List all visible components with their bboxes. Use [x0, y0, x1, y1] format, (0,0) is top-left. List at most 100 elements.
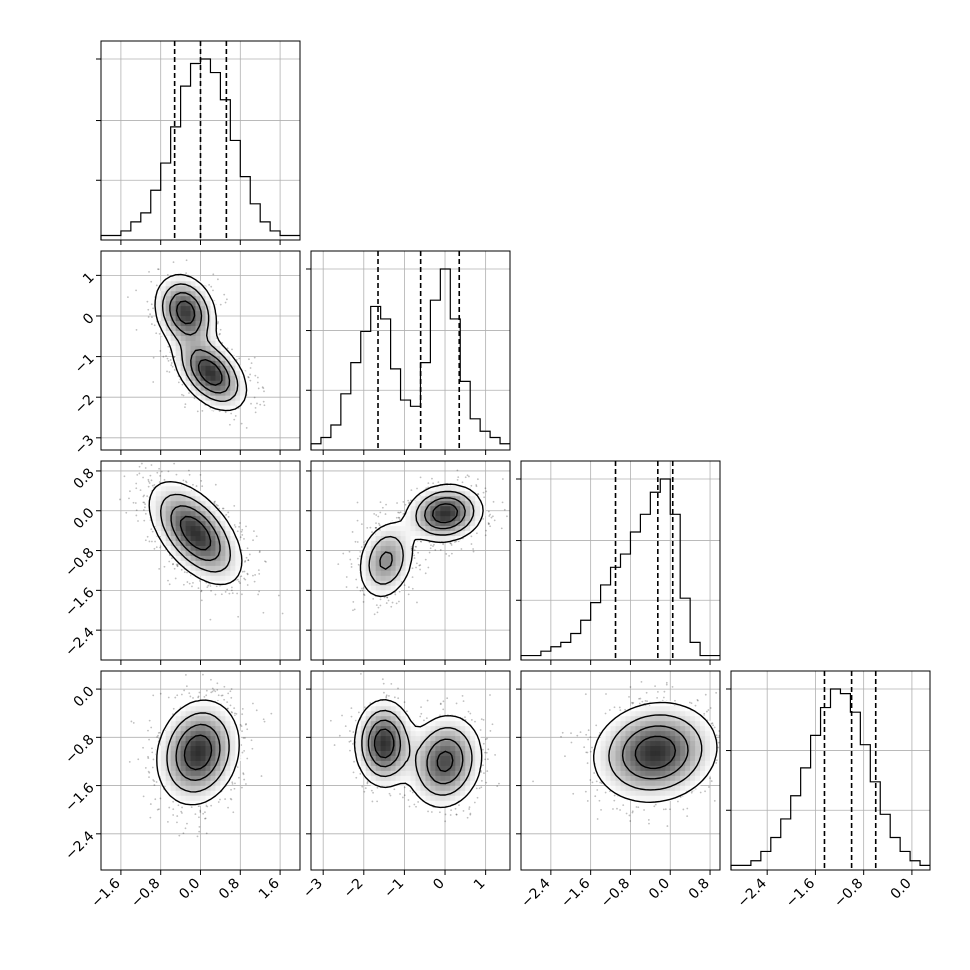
density-cell [225, 350, 231, 356]
scatter-point [243, 537, 245, 540]
density-cell [165, 510, 172, 517]
density-cell [200, 555, 206, 561]
density-cell [200, 510, 206, 517]
density-cell [190, 360, 196, 366]
density-cell [240, 395, 246, 401]
density-cell [205, 535, 211, 541]
density-cell [195, 290, 201, 297]
density-cell [170, 505, 177, 512]
scatter-point [240, 530, 243, 533]
density-cell [165, 515, 172, 522]
scatter-point [176, 563, 179, 566]
scatter-point [363, 594, 366, 597]
scatter-point [239, 522, 241, 524]
contour-line [154, 273, 248, 412]
scatter-point [359, 555, 362, 558]
density-cell [175, 530, 181, 537]
scatter-point [184, 406, 186, 409]
scatter-point [143, 506, 146, 509]
scatter-point [247, 559, 250, 562]
density-cell [160, 490, 167, 497]
density-cell [190, 530, 196, 537]
scatter-point [217, 321, 219, 323]
density-cell [230, 570, 236, 576]
scatter-point [359, 589, 362, 592]
density-cell [230, 360, 236, 366]
scatter-point [256, 376, 259, 379]
density-cell [175, 310, 181, 317]
density-cell [235, 365, 241, 371]
scatter-point [236, 592, 239, 595]
density-cell [240, 375, 246, 381]
density-cell [390, 575, 396, 581]
scatter-point [201, 485, 204, 488]
density-cell [190, 280, 196, 287]
density-cell [230, 380, 236, 386]
density-cell [155, 315, 162, 322]
density-cell [365, 570, 372, 576]
scatter-point [398, 511, 401, 514]
density-cell [190, 545, 196, 551]
density-cell [220, 565, 226, 571]
density-cell [380, 580, 387, 586]
density-cell [200, 550, 206, 556]
scatter-point [374, 527, 377, 529]
density-cell [195, 525, 201, 532]
scatter-point [192, 483, 194, 486]
scatter-point [371, 531, 373, 533]
density-cell [200, 300, 206, 307]
scatter-point [165, 355, 167, 357]
density-cell [390, 540, 396, 546]
density-cell [230, 405, 236, 411]
scatter-point [241, 534, 244, 536]
density-cell [385, 535, 391, 541]
scatter-point [456, 469, 459, 472]
scatter-point [219, 303, 222, 306]
density-cell [360, 570, 367, 576]
scatter-point [264, 560, 266, 563]
scatter-point [403, 584, 406, 587]
density-cell [165, 505, 172, 512]
scatter-point [195, 485, 198, 487]
density-cell [180, 485, 186, 492]
density-cell [230, 545, 236, 551]
density-cell [370, 570, 377, 576]
scatter-point [147, 478, 150, 481]
density-cell [195, 510, 201, 517]
histogram-panel-1 [310, 250, 511, 451]
scatter-point [197, 587, 200, 589]
density-cell [190, 550, 196, 556]
scatter-point [254, 406, 257, 409]
scatter-point [167, 359, 170, 362]
scatter-point [193, 397, 196, 400]
scatter-point [157, 268, 160, 271]
scatter-point [419, 568, 421, 571]
density-cell [160, 510, 167, 517]
scatter-point [234, 525, 237, 528]
scatter-point [250, 362, 253, 364]
scatter-point [254, 411, 257, 414]
density-cell [175, 305, 181, 312]
density-cell [170, 535, 177, 541]
contour-line [161, 283, 239, 402]
scatter-point [379, 501, 382, 504]
scatter-point [171, 365, 174, 368]
scatter-point [416, 487, 418, 490]
scatter-point [154, 540, 156, 543]
density-cell [390, 565, 396, 571]
density-cell [385, 525, 391, 532]
scatter-point [168, 583, 171, 586]
scatter-point [439, 549, 442, 551]
scatter-point [384, 513, 387, 515]
scatter-point [147, 308, 150, 311]
scatter-point [427, 482, 430, 485]
scatter-point [391, 601, 394, 604]
scatter-point [413, 549, 416, 552]
scatter-point [188, 392, 190, 394]
scatter-point [366, 526, 369, 529]
scatter-point [482, 491, 485, 494]
density-cell [180, 300, 186, 307]
density-cell [200, 385, 206, 391]
scatter-point [375, 522, 377, 525]
scatter-point [398, 516, 401, 519]
